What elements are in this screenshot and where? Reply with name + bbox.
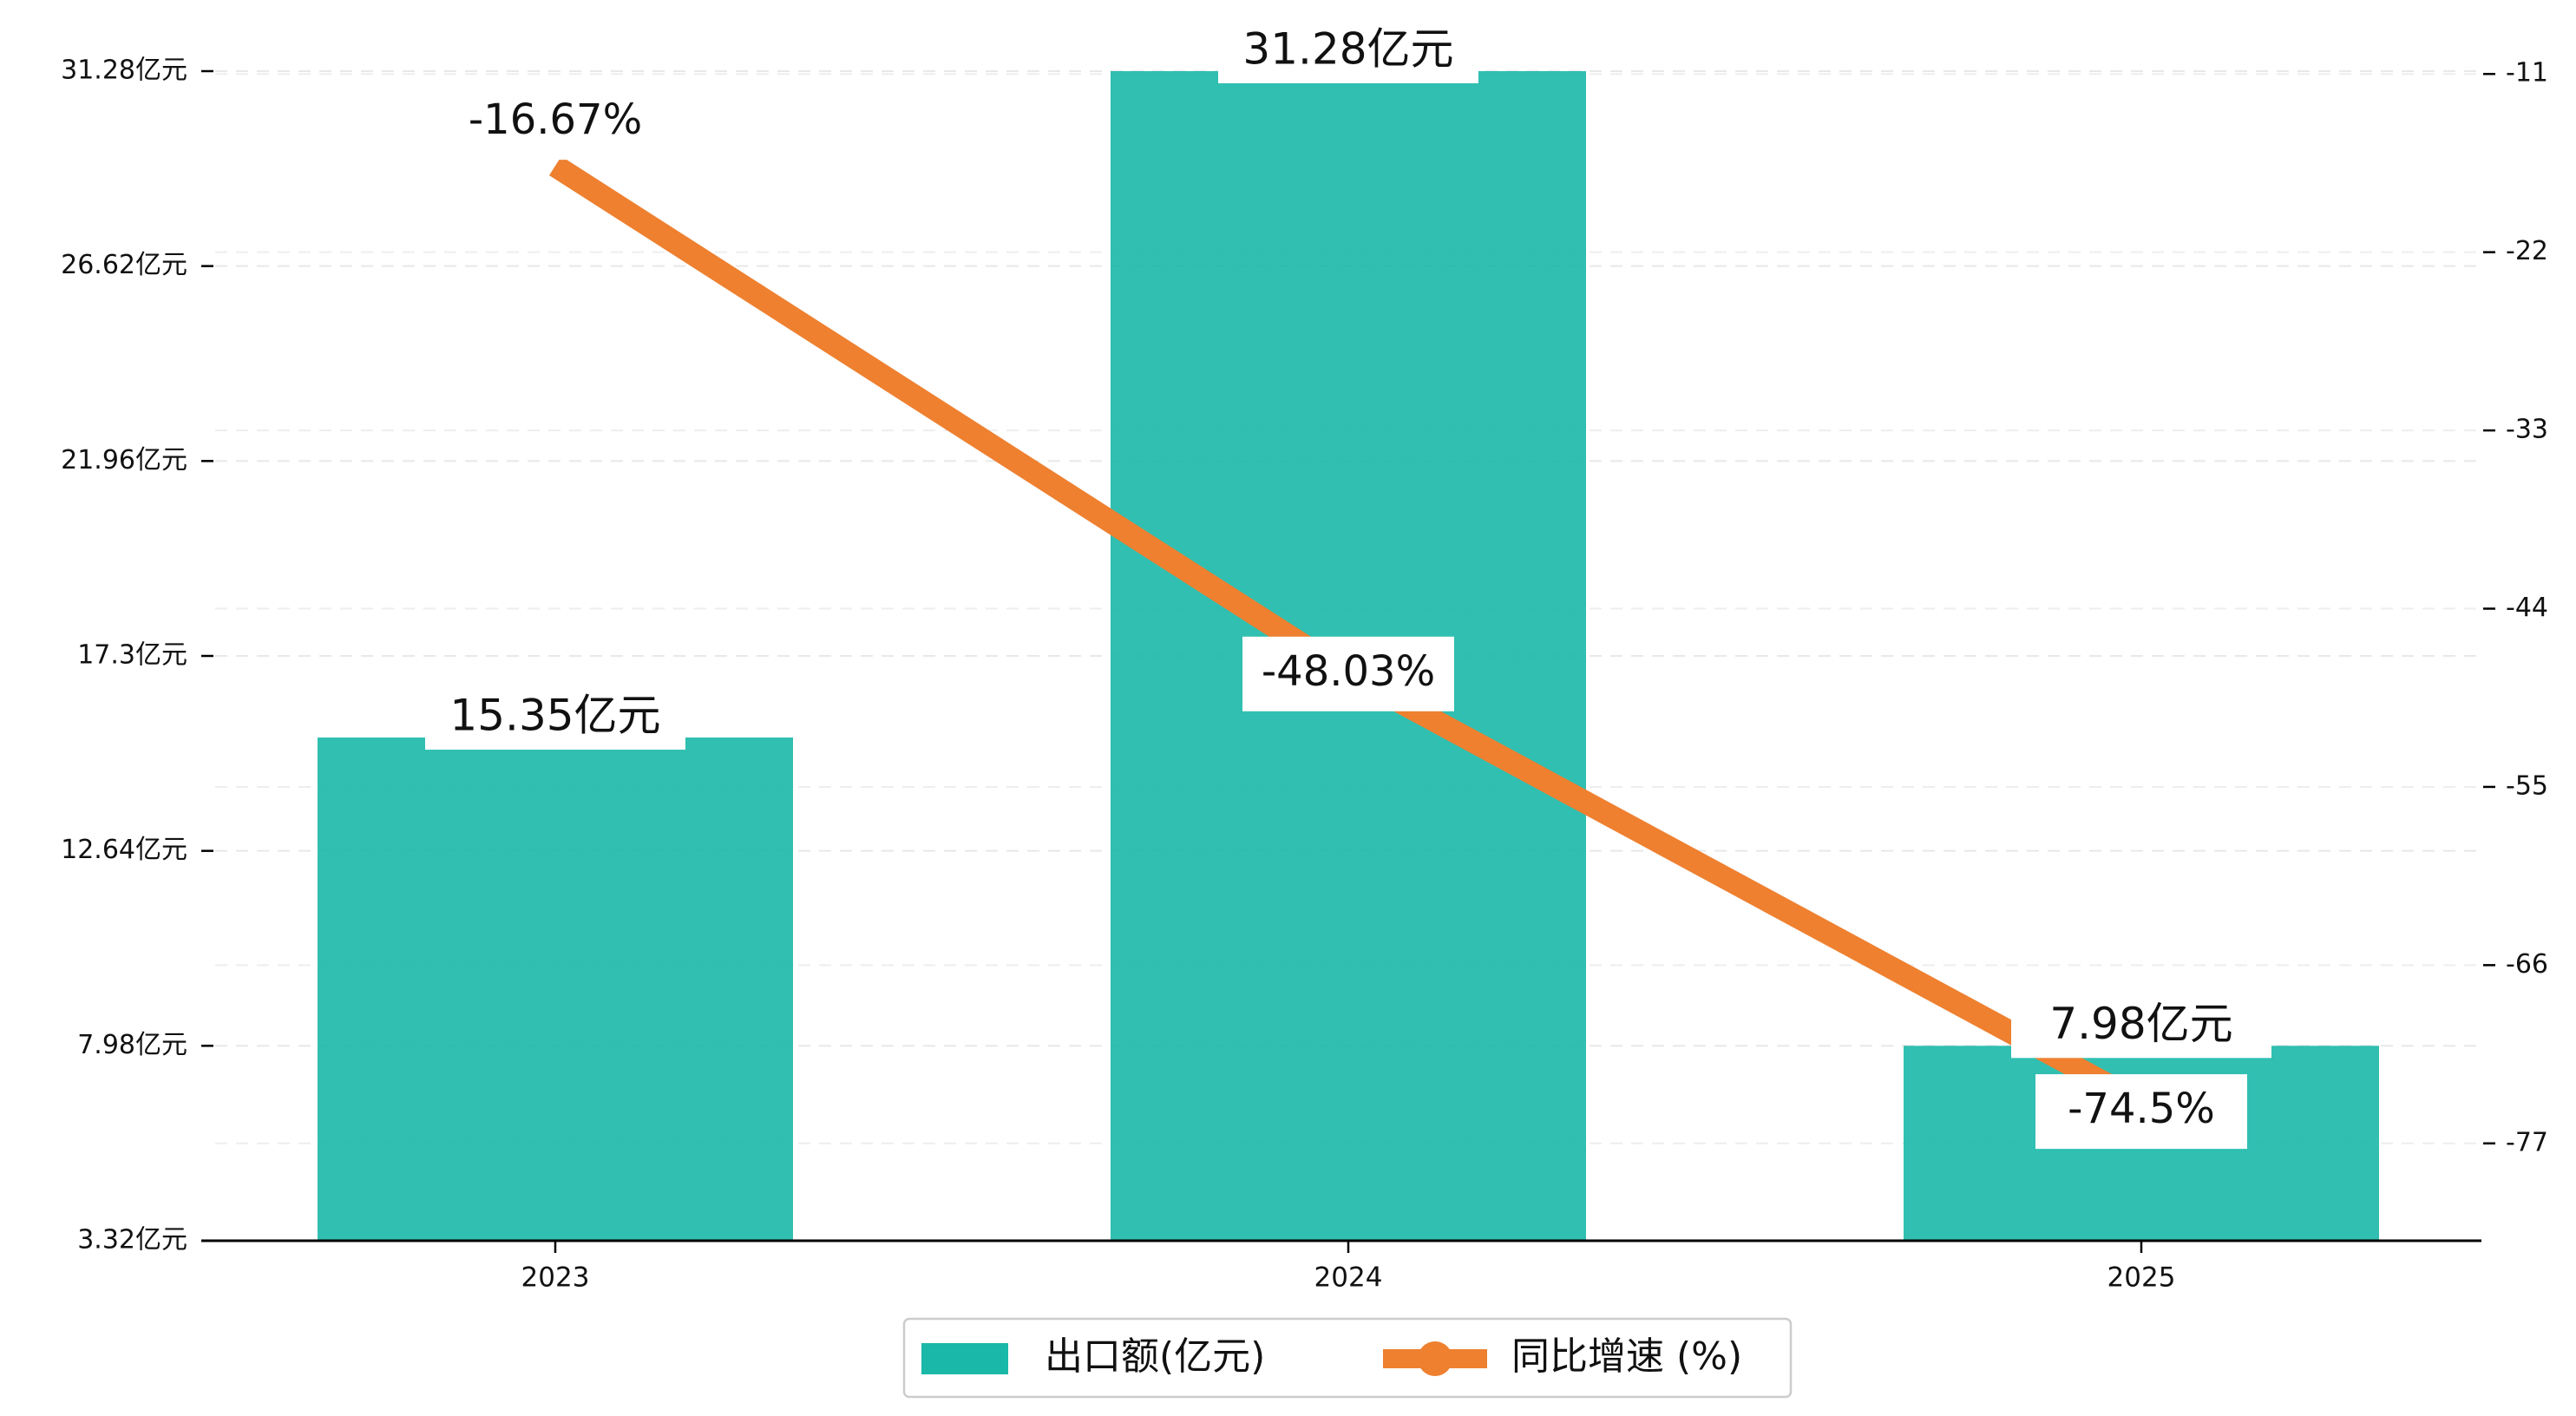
line-value-label: -74.5% (2068, 1085, 2215, 1133)
y-tick-label-right: -33 (2506, 415, 2548, 445)
line-value-label-box (2035, 1074, 2247, 1150)
data-labels: 15.35亿元 31.28亿元 7.98亿元 -16.67% -48.03% -74.5% (425, 21, 2271, 1150)
x-tick-label: 2024 (1314, 1262, 1383, 1294)
bar-value-label: 31.28亿元 (1242, 24, 1453, 75)
legend-box (902, 1317, 1793, 1399)
legend-swatch-bar (921, 1343, 1008, 1374)
y-tick-label-right: -22 (2506, 236, 2548, 266)
bar-value-label-box (1218, 21, 1478, 83)
x-tick-label: 2023 (521, 1262, 590, 1294)
line-value-label-box (1242, 636, 1454, 711)
legend: 出口额(亿元) 同比增速 (%) (902, 1317, 1793, 1399)
legend-label-line: 同比增速 (%) (1511, 1334, 1742, 1379)
bar-value-label: 15.35亿元 (449, 691, 660, 741)
y-tick-label-right: -11 (2506, 58, 2548, 88)
bar (318, 738, 793, 1241)
y-tick-label-left: 31.28亿元 (61, 56, 187, 86)
bar-value-label-box (425, 687, 685, 751)
y-tick-label-left: 21.96亿元 (61, 445, 187, 475)
legend-label-bar: 出口额(亿元) (1045, 1334, 1265, 1379)
y-tick-label-right: -44 (2506, 593, 2548, 623)
y-tick-label-left: 7.98亿元 (77, 1030, 187, 1060)
legend-swatch-marker (1418, 1341, 1452, 1376)
y-tick-label-left: 26.62亿元 (61, 250, 187, 280)
line-value-label: -16.67% (469, 95, 642, 144)
y-tick-label-right: -66 (2506, 949, 2548, 980)
axes: 3.32亿元 7.98亿元 12.64亿元 17.3亿元 21.96亿元 26.62亿元 3… (61, 56, 2548, 1294)
y-tick-label-left: 17.3亿元 (77, 640, 187, 671)
y-tick-label-left: 3.32亿元 (77, 1225, 187, 1255)
line-value-label: -48.03% (1262, 647, 1435, 696)
line-value-label-box (449, 85, 661, 161)
bar-value-label: 7.98亿元 (2049, 999, 2232, 1049)
x-tick-label: 2025 (2107, 1262, 2176, 1294)
y-tick-label-left: 12.64亿元 (61, 835, 187, 865)
bar-value-label-box (2011, 995, 2271, 1059)
y-tick-label-right: -55 (2506, 770, 2548, 801)
y-tick-label-right: -77 (2506, 1127, 2548, 1157)
